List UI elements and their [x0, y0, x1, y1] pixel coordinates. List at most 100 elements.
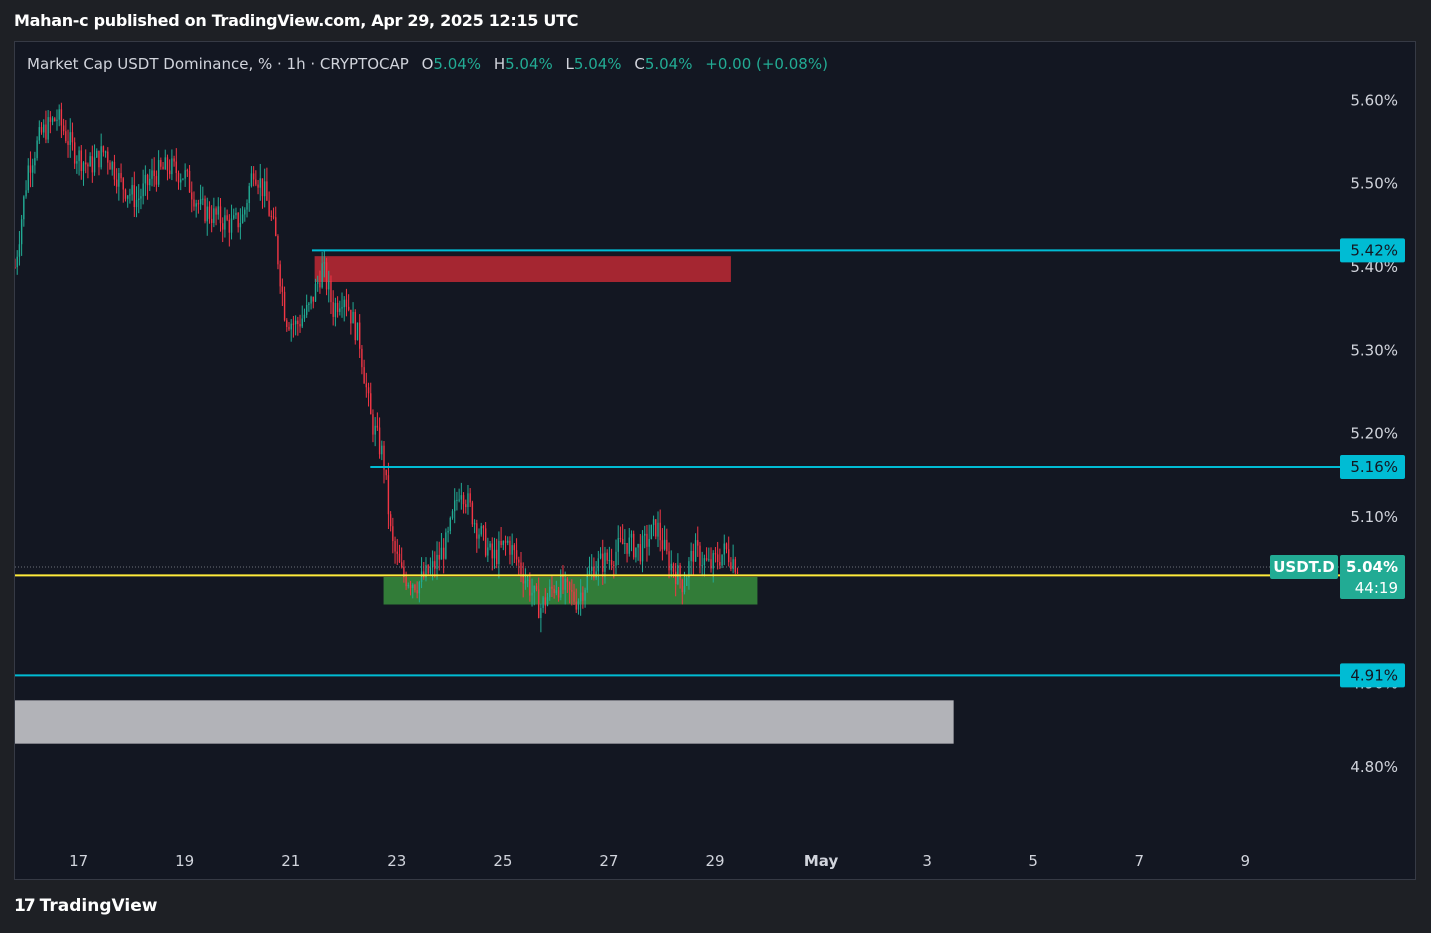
- chart-panel[interactable]: Market Cap USDT Dominance, % · 1h · CRYP…: [14, 41, 1416, 880]
- candle-body: [447, 530, 449, 533]
- candle-body: [657, 522, 659, 537]
- candle-body: [102, 146, 105, 153]
- candle-body: [91, 156, 94, 173]
- candle-body: [146, 174, 149, 186]
- candle-body: [515, 550, 518, 560]
- candle-body: [491, 543, 493, 559]
- publisher-header: Mahan-c published on TradingView.com, Ap…: [14, 11, 579, 30]
- candle-body: [299, 323, 301, 327]
- candle-body: [553, 588, 555, 594]
- candle-body: [261, 178, 264, 197]
- candle-body: [76, 161, 78, 164]
- candle-body: [387, 475, 390, 515]
- candle-body: [277, 236, 279, 265]
- high-label: H: [493, 55, 506, 73]
- candle-body: [670, 563, 672, 571]
- candle-body: [372, 414, 374, 435]
- candle-body: [418, 582, 421, 594]
- candle-body: [71, 132, 74, 143]
- candle-body: [663, 539, 666, 550]
- candle-body: [688, 561, 690, 578]
- candle-body: [655, 519, 657, 537]
- x-tick-label: 5: [1028, 852, 1038, 870]
- candle-body: [336, 302, 339, 312]
- grey-zone: [15, 700, 954, 744]
- candle-body: [252, 173, 255, 180]
- candle-body: [248, 186, 250, 204]
- candle-body: [255, 179, 257, 185]
- candle-body: [87, 164, 89, 167]
- chart-legend: Market Cap USDT Dominance, % · 1h · CRYP…: [27, 55, 828, 73]
- y-tick-label: 5.60%: [1350, 91, 1398, 109]
- candle-body: [352, 311, 354, 324]
- candle-body: [533, 585, 535, 593]
- candle-body: [107, 151, 109, 163]
- candle-body: [173, 158, 175, 162]
- candle-body: [383, 445, 385, 470]
- candle-body: [646, 533, 648, 547]
- candle-body: [564, 578, 566, 590]
- candle-body: [51, 118, 54, 122]
- candle-body: [469, 493, 471, 503]
- price-tag-4.91%: [1340, 663, 1405, 688]
- candle-body: [465, 504, 467, 508]
- candle-body: [343, 299, 345, 308]
- last-price-tag: [1340, 555, 1405, 599]
- candle-body: [458, 499, 460, 501]
- candle-body: [520, 562, 522, 575]
- candle-body: [498, 540, 500, 565]
- candle-body: [641, 535, 644, 562]
- candle-body: [449, 517, 451, 531]
- candle-body: [47, 117, 49, 140]
- candle-body: [111, 162, 113, 170]
- candle-body: [354, 311, 356, 341]
- candle-body: [577, 601, 580, 610]
- candle-body: [275, 217, 277, 237]
- candle-body: [222, 223, 224, 230]
- candle-body: [160, 160, 162, 167]
- candle-body: [197, 203, 200, 205]
- candle-body: [513, 545, 516, 551]
- candle-body: [438, 554, 440, 560]
- candle-body: [484, 528, 487, 556]
- candle-body: [405, 577, 407, 587]
- candle-body: [518, 559, 520, 563]
- candle-body: [562, 575, 564, 590]
- candle-body: [168, 170, 171, 175]
- levels-layer: [15, 249, 1340, 677]
- countdown-text: 44:19: [1355, 579, 1398, 597]
- candle-body: [398, 553, 401, 563]
- candle-body: [454, 500, 456, 512]
- candle-body: [730, 562, 732, 570]
- candle-body: [500, 540, 502, 545]
- x-tick-label: 17: [69, 852, 88, 870]
- candle-body: [672, 563, 675, 572]
- candle-body: [407, 585, 410, 587]
- candle-body: [171, 158, 173, 175]
- candle-body: [268, 200, 270, 216]
- candle-body: [495, 549, 498, 565]
- candle-body: [43, 124, 45, 133]
- x-tick-label: 7: [1134, 852, 1144, 870]
- candle-body: [378, 427, 381, 455]
- candle-body: [511, 545, 513, 555]
- candle-body: [560, 575, 562, 598]
- candle-body: [319, 282, 321, 288]
- candle-body: [694, 540, 697, 562]
- candle-body: [290, 323, 292, 330]
- candle-body: [727, 549, 730, 563]
- candle-body: [692, 550, 695, 562]
- candle-body: [226, 215, 228, 220]
- candle-body: [80, 150, 82, 171]
- demand-zone: [383, 577, 758, 605]
- candle-body: [78, 150, 80, 162]
- price-chart[interactable]: 5.60%5.50%5.40%5.30%5.20%5.10%4.90%4.80%…: [15, 42, 1415, 879]
- candle-body: [467, 493, 469, 508]
- candle-body: [615, 551, 617, 566]
- candle-body: [230, 218, 233, 233]
- candle-body: [425, 565, 427, 578]
- candle-body: [341, 307, 343, 309]
- candle-body: [619, 538, 622, 540]
- x-tick-label: 25: [493, 852, 512, 870]
- brand-footer: 17 TradingView: [14, 896, 157, 916]
